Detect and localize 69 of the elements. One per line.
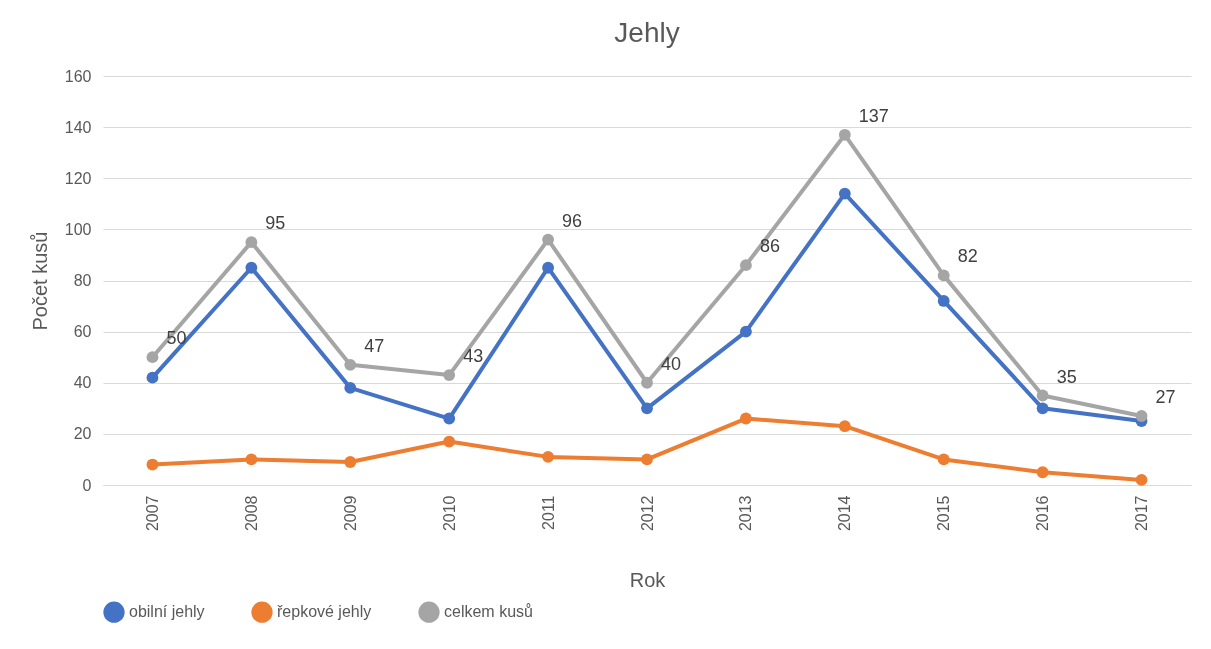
point [245,453,258,466]
data-label: 35 [1056,366,1077,387]
point [245,236,258,249]
x-tick-label: 2012 [638,495,656,532]
point [542,261,555,274]
point [739,412,752,425]
point [443,369,456,381]
point [344,381,357,394]
y-tick-label: 0 [82,476,92,494]
point [1036,466,1049,479]
data-label: 40 [661,353,682,374]
data-label: 82 [957,246,978,267]
data-label: 86 [759,236,780,257]
y-tick-label: 20 [73,425,92,443]
data-label: 50 [166,328,187,349]
data-label: 43 [463,346,484,367]
y-tick-label: 100 [64,220,92,238]
x-tick-label: 2013 [737,495,755,532]
y-tick-label: 120 [64,169,92,187]
legend-label: celkem kusů [444,603,533,621]
point [937,295,950,307]
point [838,187,851,200]
x-axis-title: Rok [629,569,667,592]
legend-label: obilní jehly [129,603,205,621]
point [146,458,159,471]
y-tick-label: 80 [73,272,92,289]
point [245,261,258,274]
point [739,259,752,272]
x-tick-label: 2015 [935,495,953,532]
data-label: 137 [858,105,889,126]
point [937,269,950,282]
y-tick-label: 40 [73,374,92,392]
point [146,351,159,364]
point [641,402,653,415]
x-tick-label: 2014 [836,495,854,532]
point [542,233,555,246]
x-tick-label: 2017 [1133,495,1151,532]
point [739,325,752,338]
data-label: 95 [265,213,286,234]
point [838,420,851,433]
point [443,412,456,425]
y-tick-label: 60 [73,323,92,341]
point [344,358,357,371]
point [641,376,653,389]
x-tick-label: 2007 [143,495,161,532]
point [146,371,159,384]
point [1135,473,1148,486]
data-label: 96 [562,210,583,231]
point [443,435,456,448]
data-label: 27 [1155,386,1176,407]
point [937,453,950,466]
data-label: 47 [364,335,385,356]
point [1036,402,1049,415]
point [1036,389,1049,402]
x-tick-label: 2016 [1034,495,1052,532]
point [344,456,357,468]
x-tick-label: 2010 [440,495,458,532]
point [838,128,851,141]
x-tick-label: 2009 [341,495,359,532]
chart-title: Jehly [614,17,680,48]
x-tick-label: 2008 [242,495,260,532]
y-tick-label: 160 [64,67,92,85]
y-axis-title: Počet kusů [28,231,51,331]
x-tick-label: 2011 [539,495,557,530]
point [641,453,653,466]
legend-label: řepkové jehly [277,603,372,621]
point [542,450,555,463]
point [1135,410,1148,422]
y-tick-label: 140 [64,118,92,136]
